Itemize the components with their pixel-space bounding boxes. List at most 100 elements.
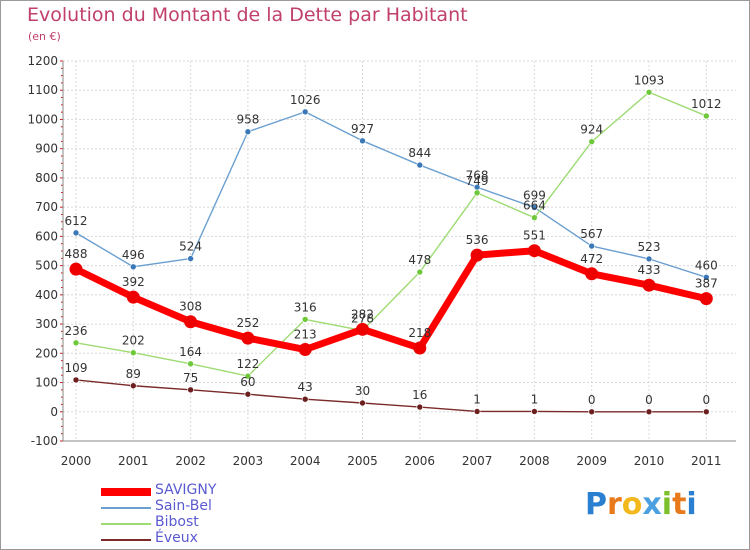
series-line-bibost: [75, 91, 707, 377]
data-label: 1026: [290, 93, 321, 107]
data-label: 308: [179, 300, 202, 314]
data-label: 567: [580, 227, 603, 241]
data-point: [416, 161, 424, 169]
data-label: 218: [408, 326, 431, 340]
logo-letter: i: [686, 487, 697, 522]
data-point: [301, 108, 309, 116]
data-point: [588, 408, 596, 416]
proxiti-logo: Proxiti: [585, 487, 697, 522]
data-label: 0: [645, 393, 653, 407]
x-tick-label: 2001: [118, 454, 149, 468]
data-label: 524: [179, 240, 202, 254]
x-tick-label: 2003: [233, 454, 264, 468]
data-point: [645, 408, 653, 416]
x-tick-label: 2010: [634, 454, 665, 468]
data-label: 316: [294, 300, 317, 314]
data-point: [187, 386, 194, 394]
data-label: 433: [638, 263, 661, 277]
data-label: 536: [466, 233, 489, 247]
data-label: 30: [355, 384, 370, 398]
data-point: [416, 403, 424, 411]
chart-title: Evolution du Montant de la Dette par Hab…: [27, 4, 468, 26]
data-point: [588, 242, 596, 250]
logo-letter: P: [585, 487, 607, 522]
data-label: 282: [351, 307, 374, 321]
data-point: [642, 278, 656, 292]
x-tick-label: 2005: [347, 454, 378, 468]
data-label: 0: [588, 393, 596, 407]
data-point: [244, 128, 252, 136]
data-label: 89: [126, 367, 141, 381]
data-point: [130, 382, 137, 390]
data-point: [470, 248, 484, 262]
x-tick-label: 2008: [519, 454, 550, 468]
data-point: [244, 390, 252, 398]
data-label: 927: [351, 122, 374, 136]
data-label: 1012: [691, 97, 722, 111]
data-point: [244, 372, 252, 380]
x-tick-label: 2002: [175, 454, 206, 468]
data-label: 0: [702, 393, 710, 407]
data-point: [301, 316, 309, 323]
data-label: 749: [466, 174, 489, 188]
data-point: [585, 267, 599, 281]
data-point: [645, 88, 653, 96]
y-tick-label: 300: [35, 317, 58, 331]
legend-swatch: [101, 523, 151, 525]
data-label: 213: [294, 328, 317, 342]
y-tick-label: -100: [31, 434, 58, 448]
legend-swatch: [101, 488, 151, 496]
x-tick-label: 2000: [61, 454, 92, 468]
data-label: 109: [65, 361, 88, 375]
data-point: [531, 214, 538, 221]
data-label: 460: [695, 258, 718, 272]
data-point: [531, 408, 538, 415]
data-label: 16: [412, 388, 427, 402]
data-label: 958: [236, 113, 259, 127]
data-label: 1: [531, 392, 539, 406]
y-tick-label: 400: [35, 288, 58, 302]
data-label: 523: [638, 240, 661, 254]
legend-label: Sain-Bel: [155, 498, 212, 514]
data-label: 768: [466, 168, 489, 182]
data-point: [72, 229, 80, 237]
data-label: 75: [183, 371, 198, 385]
data-label: 488: [65, 247, 88, 261]
logo-letter: x: [642, 487, 662, 522]
data-point: [359, 399, 366, 407]
legend-label: Bibost: [155, 514, 199, 530]
data-label: 924: [580, 123, 603, 137]
data-label: 478: [408, 253, 431, 267]
data-label: 122: [236, 357, 259, 371]
data-point: [473, 408, 481, 415]
data-label: 699: [523, 188, 546, 202]
series-line-savigny: [72, 247, 710, 354]
data-point: [130, 263, 137, 271]
legend-swatch: [101, 507, 151, 509]
data-point: [126, 290, 140, 304]
data-point: [69, 262, 83, 276]
data-point: [588, 138, 596, 145]
data-point: [702, 408, 710, 416]
legend-label: SAVIGNY: [155, 482, 217, 498]
y-tick-label: 700: [35, 200, 58, 214]
plot-area: [63, 61, 736, 441]
series-line-éveux: [75, 379, 707, 413]
y-tick-label: 900: [35, 142, 58, 156]
data-label: 664: [523, 199, 546, 213]
data-point: [298, 343, 312, 357]
y-tick-label: 1000: [27, 112, 58, 126]
data-label: 1: [473, 392, 481, 406]
y-tick-label: 200: [35, 346, 58, 360]
data-point: [72, 376, 80, 384]
x-tick-label: 2006: [405, 454, 436, 468]
data-label: 551: [523, 229, 546, 243]
chart-subtitle: (en €): [28, 30, 61, 43]
data-point: [473, 189, 481, 197]
data-point: [301, 395, 309, 403]
data-label: 612: [65, 214, 88, 228]
data-point: [645, 255, 653, 263]
x-tick-label: 2009: [576, 454, 607, 468]
y-tick-label: 1200: [27, 54, 58, 68]
